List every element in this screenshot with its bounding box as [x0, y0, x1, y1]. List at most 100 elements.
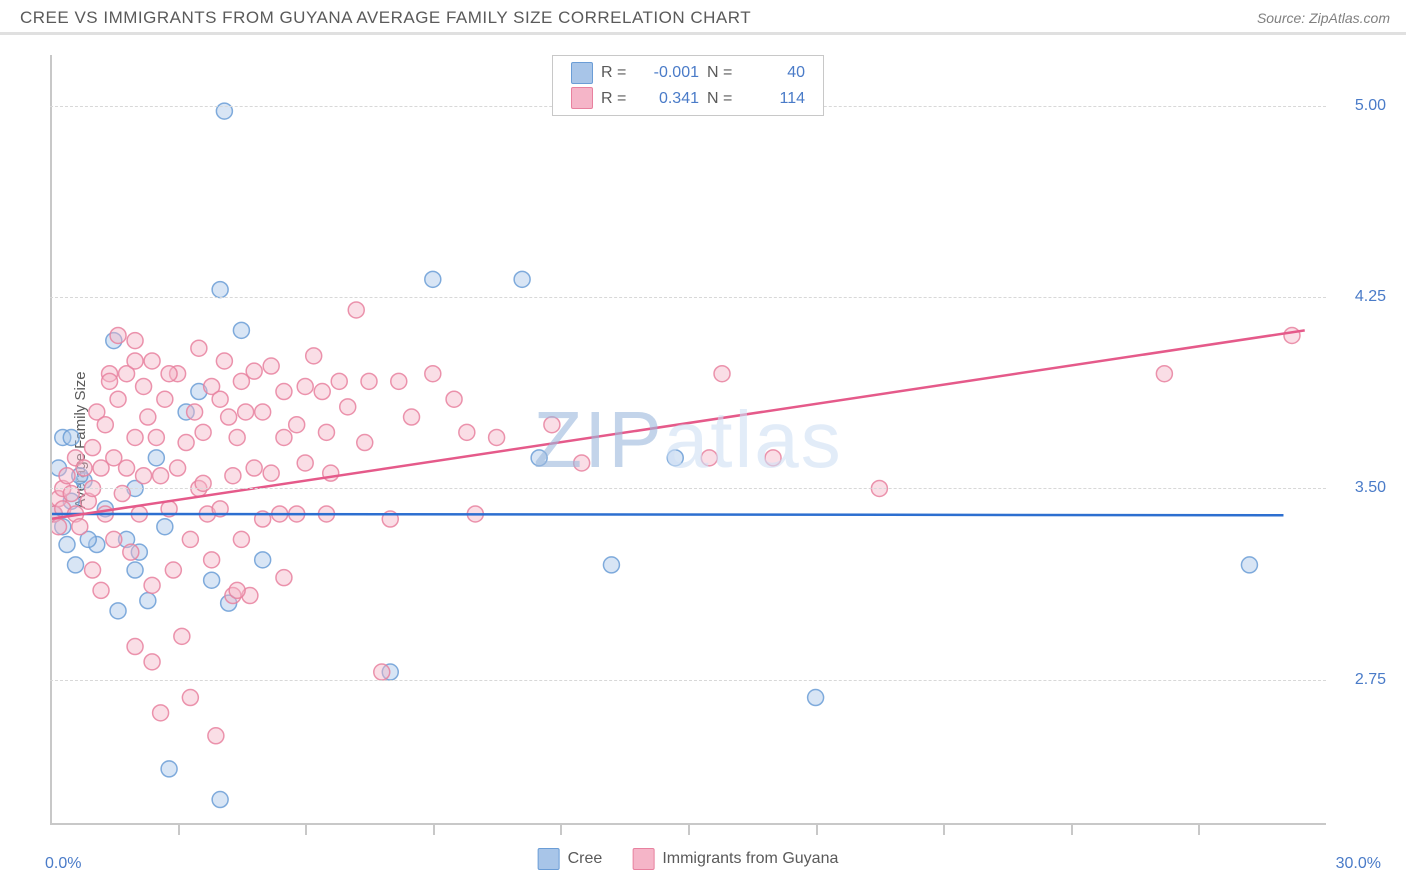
scatter-point-series-1 — [238, 404, 254, 420]
series-name-1: Immigrants from Guyana — [662, 850, 838, 868]
scatter-point-series-1 — [459, 424, 475, 440]
scatter-point-series-1 — [178, 435, 194, 451]
scatter-point-series-1 — [208, 728, 224, 744]
x-tick-mark — [178, 825, 180, 835]
scatter-point-series-1 — [110, 391, 126, 407]
gridline — [50, 488, 1326, 489]
scatter-point-series-1 — [233, 531, 249, 547]
r-label: R = — [601, 60, 631, 86]
scatter-point-series-1 — [144, 577, 160, 593]
scatter-point-series-1 — [85, 562, 101, 578]
scatter-point-series-1 — [574, 455, 590, 471]
scatter-point-series-1 — [144, 654, 160, 670]
scatter-point-series-1 — [140, 409, 156, 425]
scatter-point-series-1 — [204, 552, 220, 568]
scatter-point-series-0 — [157, 519, 173, 535]
scatter-point-series-1 — [174, 628, 190, 644]
scatter-point-series-1 — [361, 373, 377, 389]
scatter-point-series-1 — [263, 465, 279, 481]
scatter-point-series-1 — [195, 424, 211, 440]
scatter-point-series-0 — [110, 603, 126, 619]
scatter-point-series-1 — [165, 562, 181, 578]
x-tick-mark — [560, 825, 562, 835]
scatter-point-series-1 — [212, 391, 228, 407]
scatter-point-series-0 — [204, 572, 220, 588]
scatter-point-series-1 — [246, 363, 262, 379]
scatter-point-series-0 — [603, 557, 619, 573]
scatter-point-series-1 — [1156, 366, 1172, 382]
scatter-point-series-1 — [127, 429, 143, 445]
scatter-point-series-1 — [701, 450, 717, 466]
chart-title: CREE VS IMMIGRANTS FROM GUYANA AVERAGE F… — [20, 8, 751, 28]
series-legend: Cree Immigrants from Guyana — [538, 848, 839, 870]
scatter-point-series-0 — [514, 271, 530, 287]
scatter-point-series-1 — [136, 468, 152, 484]
x-tick-mark — [305, 825, 307, 835]
scatter-point-series-1 — [123, 544, 139, 560]
scatter-point-series-1 — [255, 404, 271, 420]
scatter-point-series-1 — [391, 373, 407, 389]
trend-line-series-1 — [50, 330, 1305, 519]
scatter-point-series-1 — [331, 373, 347, 389]
series-swatch-0 — [538, 848, 560, 870]
scatter-point-series-1 — [246, 460, 262, 476]
scatter-point-series-1 — [59, 468, 75, 484]
scatter-point-series-1 — [276, 384, 292, 400]
scatter-point-series-1 — [289, 417, 305, 433]
scatter-point-series-1 — [102, 373, 118, 389]
scatter-point-series-1 — [127, 353, 143, 369]
n-value-1: 114 — [745, 86, 805, 112]
gridline — [50, 297, 1326, 298]
n-label: N = — [707, 86, 737, 112]
scatter-point-series-1 — [489, 429, 505, 445]
scatter-point-series-0 — [667, 450, 683, 466]
scatter-point-series-1 — [170, 460, 186, 476]
scatter-point-series-1 — [72, 519, 88, 535]
scatter-plot — [50, 55, 1326, 825]
correlation-legend: R = -0.001 N = 40 R = 0.341 N = 114 — [552, 55, 824, 116]
scatter-point-series-1 — [425, 366, 441, 382]
y-axis — [50, 55, 52, 825]
scatter-point-series-1 — [446, 391, 462, 407]
scatter-point-series-0 — [127, 562, 143, 578]
scatter-point-series-0 — [1241, 557, 1257, 573]
scatter-point-series-0 — [63, 429, 79, 445]
series-swatch-1 — [632, 848, 654, 870]
y-tick-label: 4.25 — [1355, 288, 1386, 306]
correlation-legend-row-0: R = -0.001 N = 40 — [571, 60, 805, 86]
series-swatch-0 — [571, 62, 593, 84]
scatter-point-series-1 — [229, 429, 245, 445]
scatter-point-series-1 — [276, 570, 292, 586]
series-legend-item-0: Cree — [538, 848, 603, 870]
scatter-point-series-1 — [148, 429, 164, 445]
scatter-point-series-1 — [136, 378, 152, 394]
scatter-point-series-0 — [68, 557, 84, 573]
scatter-point-series-1 — [182, 531, 198, 547]
chart-source: Source: ZipAtlas.com — [1257, 10, 1390, 26]
scatter-point-series-1 — [340, 399, 356, 415]
x-tick-mark — [816, 825, 818, 835]
x-tick-label: 0.0% — [45, 855, 81, 873]
scatter-point-series-1 — [85, 440, 101, 456]
scatter-point-series-1 — [76, 460, 92, 476]
r-label: R = — [601, 86, 631, 112]
series-legend-item-1: Immigrants from Guyana — [632, 848, 838, 870]
y-tick-label: 3.50 — [1355, 479, 1386, 497]
scatter-point-series-1 — [93, 582, 109, 598]
x-tick-mark — [688, 825, 690, 835]
scatter-point-series-1 — [119, 460, 135, 476]
n-value-0: 40 — [745, 60, 805, 86]
correlation-legend-row-1: R = 0.341 N = 114 — [571, 86, 805, 112]
scatter-point-series-1 — [297, 378, 313, 394]
scatter-point-series-0 — [140, 593, 156, 609]
chart-header: CREE VS IMMIGRANTS FROM GUYANA AVERAGE F… — [0, 0, 1406, 35]
scatter-point-series-0 — [161, 761, 177, 777]
scatter-point-series-1 — [161, 366, 177, 382]
scatter-point-series-1 — [97, 417, 113, 433]
scatter-point-series-1 — [544, 417, 560, 433]
scatter-point-series-1 — [216, 353, 232, 369]
x-tick-mark — [433, 825, 435, 835]
scatter-point-series-1 — [144, 353, 160, 369]
x-tick-mark — [943, 825, 945, 835]
r-value-1: 0.341 — [639, 86, 699, 112]
